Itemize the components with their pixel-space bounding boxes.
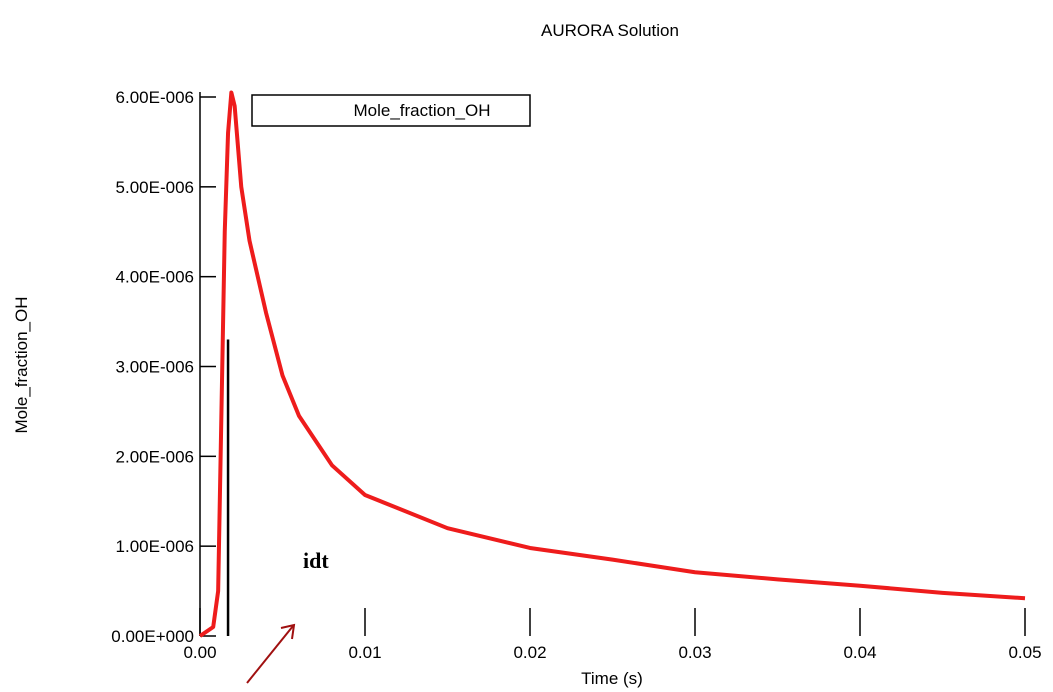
y-tick-label: 2.00E-006 (116, 447, 194, 466)
annotation-arrow (246, 625, 294, 684)
y-axis-label: Mole_fraction_OH (12, 296, 31, 433)
x-tick-label: 0.05 (1008, 643, 1041, 662)
y-tick-label: 6.00E-006 (116, 88, 194, 107)
y-tick-label: 4.00E-006 (116, 268, 194, 287)
x-tick-label: 0.03 (678, 643, 711, 662)
y-tick-label: 5.00E-006 (116, 178, 194, 197)
y-tick-label: 1.00E-006 (116, 537, 194, 556)
x-tick-label: 0.04 (843, 643, 876, 662)
legend-box (251, 94, 531, 127)
chart-title: AURORA Solution (541, 21, 679, 40)
y-tick-label: 3.00E-006 (116, 358, 194, 377)
x-axis-label: Time (s) (581, 669, 643, 688)
annotation-arrowhead (280, 623, 296, 640)
x-tick-label: 0.00 (183, 643, 216, 662)
x-tick-label: 0.01 (348, 643, 381, 662)
annotation-text: idt (303, 548, 329, 573)
line-series (198, 90, 1026, 638)
x-tick-label: 0.02 (513, 643, 546, 662)
legend-label: Mole_fraction_OH (353, 101, 490, 120)
y-tick-label: 0.00E+000 (111, 627, 194, 646)
